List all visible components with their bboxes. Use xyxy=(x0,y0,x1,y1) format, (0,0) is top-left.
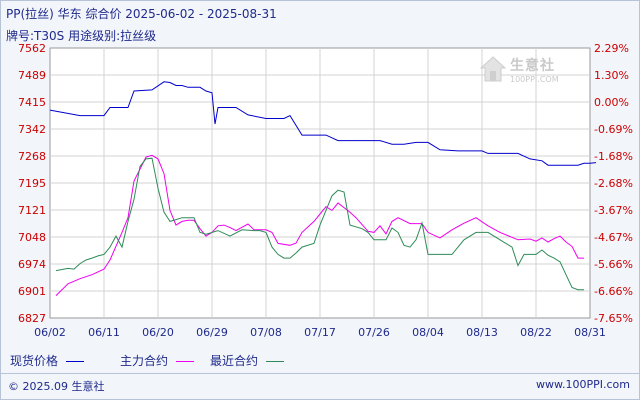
y-right-tick-label: -7.65% xyxy=(594,312,633,325)
series-line-main xyxy=(55,154,584,296)
legend-recent-label: 最近合约 xyxy=(210,354,259,368)
chart-subtitle: 牌号:T30S 用途级别:拉丝级 xyxy=(6,29,157,43)
y-left-tick-label: 6974 xyxy=(18,258,46,271)
y-axis-left: 7562 7489 7415 7342 7268 7195 7121 7048 6974 6901… xyxy=(18,42,46,325)
watermark-url: 100PPI.COM xyxy=(510,75,559,84)
legend-main: 主力合约 xyxy=(120,352,194,369)
y-left-tick-label: 7195 xyxy=(18,177,46,190)
series-line-recent xyxy=(55,157,584,291)
y-left-tick-label: 7048 xyxy=(18,231,46,244)
site-url[interactable]: www.100PPI.com xyxy=(536,378,630,391)
x-tick-label: 08/04 xyxy=(412,326,444,339)
x-tick-label: 07/17 xyxy=(304,326,336,339)
y-right-tick-label: -0.69% xyxy=(594,123,633,136)
chart-title: PP(拉丝) 华东 综合价 2025-06-02 - 2025-08-31 xyxy=(6,7,277,21)
legend-spot: 现货价格 xyxy=(10,352,84,369)
y-right-tick-label: -6.66% xyxy=(594,285,633,298)
y-right-tick-label: -4.67% xyxy=(594,231,633,244)
legend-spot-swatch xyxy=(65,361,84,362)
series-line-spot xyxy=(49,81,597,166)
y-left-tick-label: 7489 xyxy=(18,69,46,82)
x-tick-label: 06/20 xyxy=(142,326,174,339)
y-left-tick-label: 6827 xyxy=(18,312,46,325)
y-left-tick-label: 7342 xyxy=(18,123,46,136)
x-tick-label: 06/11 xyxy=(88,326,120,339)
y-right-tick-label: 1.30% xyxy=(594,69,629,82)
y-axis-right: 2.29% 1.30% 0.00% -0.69% -1.68% -2.68% -3.67% -… xyxy=(594,42,633,325)
house-logo-icon xyxy=(480,56,506,82)
legend-spot-label: 现货价格 xyxy=(10,354,59,368)
legend-recent: 最近合约 xyxy=(210,352,284,369)
footer-divider xyxy=(0,373,640,374)
y-left-tick-label: 7268 xyxy=(18,150,46,163)
legend-main-label: 主力合约 xyxy=(120,354,169,368)
x-tick-label: 08/22 xyxy=(520,326,552,339)
x-tick-label: 07/26 xyxy=(358,326,390,339)
copyright-text: © 2025.09 生意社 xyxy=(8,380,105,393)
x-tick-label: 06/02 xyxy=(34,326,66,339)
x-axis: 06/02 06/11 06/20 06/29 07/08 07/17 07/26 08/04… xyxy=(34,326,606,339)
x-tick-label: 08/13 xyxy=(466,326,498,339)
y-right-tick-label: -3.67% xyxy=(594,204,633,217)
y-right-tick-label: -1.68% xyxy=(594,150,633,163)
watermark: 生意社 100PPI.COM xyxy=(480,53,590,93)
series-lines xyxy=(49,81,597,296)
watermark-text: 生意社 xyxy=(510,58,555,74)
y-right-tick-label: -2.68% xyxy=(594,177,633,190)
y-right-tick-label: -5.66% xyxy=(594,258,633,271)
y-left-tick-label: 7415 xyxy=(18,96,46,109)
x-tick-label: 06/29 xyxy=(196,326,228,339)
legend-main-swatch xyxy=(175,361,194,362)
y-right-tick-label: 0.00% xyxy=(594,96,629,109)
y-left-tick-label: 7562 xyxy=(18,42,46,55)
legend-recent-swatch xyxy=(265,361,284,362)
x-tick-label: 08/31 xyxy=(574,326,606,339)
y-left-tick-label: 7121 xyxy=(18,204,46,217)
y-left-tick-label: 6901 xyxy=(18,285,46,298)
y-right-tick-label: 2.29% xyxy=(594,42,629,55)
x-tick-label: 07/08 xyxy=(250,326,282,339)
